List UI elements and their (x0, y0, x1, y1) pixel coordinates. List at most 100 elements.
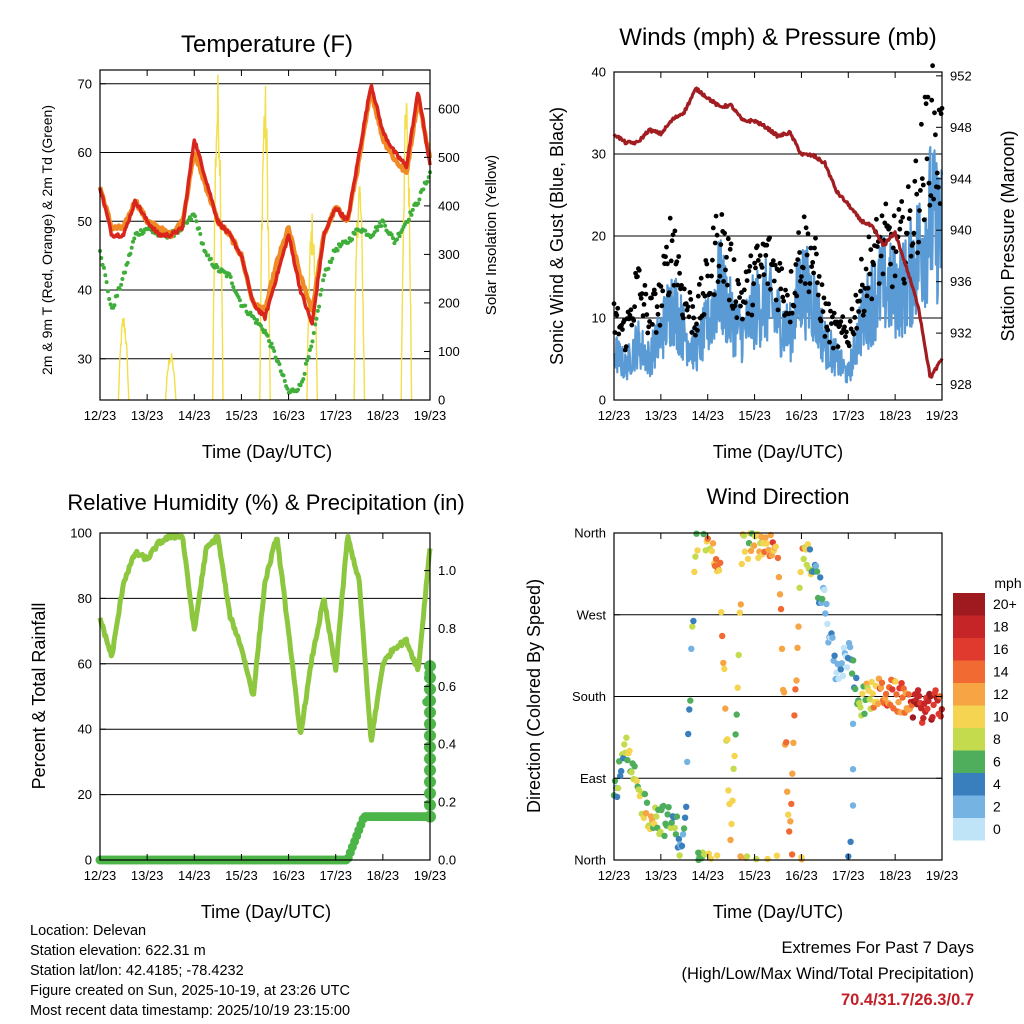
colorbar-level-label: 4 (993, 776, 1001, 792)
direction-point (736, 609, 743, 616)
gust-point (888, 261, 893, 267)
gust-point (842, 324, 847, 330)
gust-point (771, 278, 777, 284)
colorbar-swatch (953, 660, 985, 683)
direction-point (924, 705, 931, 713)
direction-point (621, 741, 628, 748)
colorbar-swatch (953, 818, 985, 841)
direction-point (794, 644, 801, 651)
gust-point (616, 331, 622, 337)
direction-point (743, 853, 751, 860)
direction-point (849, 802, 857, 809)
gust-point (777, 260, 783, 266)
gust-point (770, 258, 776, 264)
x-tick-label: 15/23 (738, 408, 771, 423)
dewpoint-point (307, 348, 312, 352)
gust-point (891, 213, 897, 219)
gust-point (912, 178, 918, 184)
gust-point (818, 318, 824, 324)
dewpoint-point (119, 282, 124, 287)
direction-point (727, 836, 734, 844)
direction-point (774, 554, 782, 562)
gust-point (649, 295, 654, 301)
solar-insolation-line (117, 317, 130, 401)
x-tick-label: 14/23 (178, 408, 211, 423)
gust-point (830, 314, 835, 320)
direction-point (709, 540, 717, 547)
colorbar-level-label: 6 (993, 754, 1001, 770)
gust-point (725, 282, 730, 288)
gust-point (866, 234, 872, 240)
winds-title: Winds (mph) & Pressure (mb) (619, 24, 936, 51)
gust-point (698, 275, 704, 281)
x-tick-label: 13/23 (645, 408, 678, 423)
gust-point (896, 207, 902, 212)
gust-point (640, 313, 646, 319)
x-tick-label: 16/23 (272, 868, 305, 883)
gust-point (742, 300, 748, 305)
station-location: Location: Delevan (30, 923, 147, 939)
dewpoint-point (265, 333, 270, 338)
direction-point (730, 765, 737, 772)
gust-point (906, 216, 912, 222)
direction-point (691, 568, 698, 575)
dewpoint-point (123, 270, 128, 275)
dewpoint-point (231, 285, 236, 289)
gust-point (853, 292, 859, 298)
gust-point (727, 246, 733, 252)
humidity-panel: Relative Humidity (%) & Precipitation (i… (29, 490, 465, 922)
direction-point (683, 803, 690, 810)
gust-point (925, 94, 931, 100)
gust-point (638, 295, 644, 301)
humidity-line (97, 532, 433, 743)
dewpoint-point (115, 293, 120, 298)
dewpoint-point (120, 277, 125, 281)
gust-point (736, 281, 741, 287)
gust-point (834, 319, 840, 325)
dewpoint-point (112, 303, 117, 308)
y2-tick-label: 0.0 (438, 853, 456, 868)
gust-point (681, 286, 687, 292)
y-tick-label: 30 (78, 351, 92, 366)
dewpoint-point (319, 287, 324, 292)
direction-point (932, 687, 939, 694)
direction-point (895, 698, 902, 706)
dewpoint-point (243, 303, 248, 308)
gust-point (632, 304, 637, 310)
gust-point (935, 184, 941, 190)
direction-point (772, 543, 779, 550)
dewpoint-point (296, 387, 300, 392)
gust-point (773, 297, 779, 303)
gust-point (800, 265, 806, 271)
gust-point (751, 281, 756, 287)
station-info: Location: Delevan Station elevation: 622… (30, 921, 350, 1021)
gust-point (905, 184, 911, 190)
gust-point (924, 156, 930, 162)
dewpoint-point (263, 328, 267, 333)
gust-point (666, 290, 672, 295)
gust-point (827, 339, 832, 345)
y-tick-label: 20 (592, 229, 606, 244)
dewpoint-point (208, 256, 213, 261)
direction-point (685, 730, 692, 738)
gust-point (910, 241, 916, 247)
dewpoint-point (267, 339, 271, 343)
gust-point (747, 264, 753, 269)
direction-point (821, 586, 828, 593)
direction-point (720, 659, 727, 667)
gust-point (822, 334, 828, 339)
gust-point (644, 312, 650, 317)
gust-point (646, 324, 652, 330)
dewpoint-point (273, 355, 278, 360)
dewpoint-point (215, 265, 220, 270)
direction-point (795, 623, 802, 630)
gust-point (902, 280, 907, 286)
gust-point (672, 228, 678, 234)
dewpoint-point (391, 236, 395, 241)
gust-point (614, 312, 620, 318)
gust-point (798, 278, 803, 284)
gust-point (867, 271, 873, 277)
gust-point (897, 226, 903, 232)
gust-point (781, 298, 786, 304)
direction-point (641, 790, 649, 798)
